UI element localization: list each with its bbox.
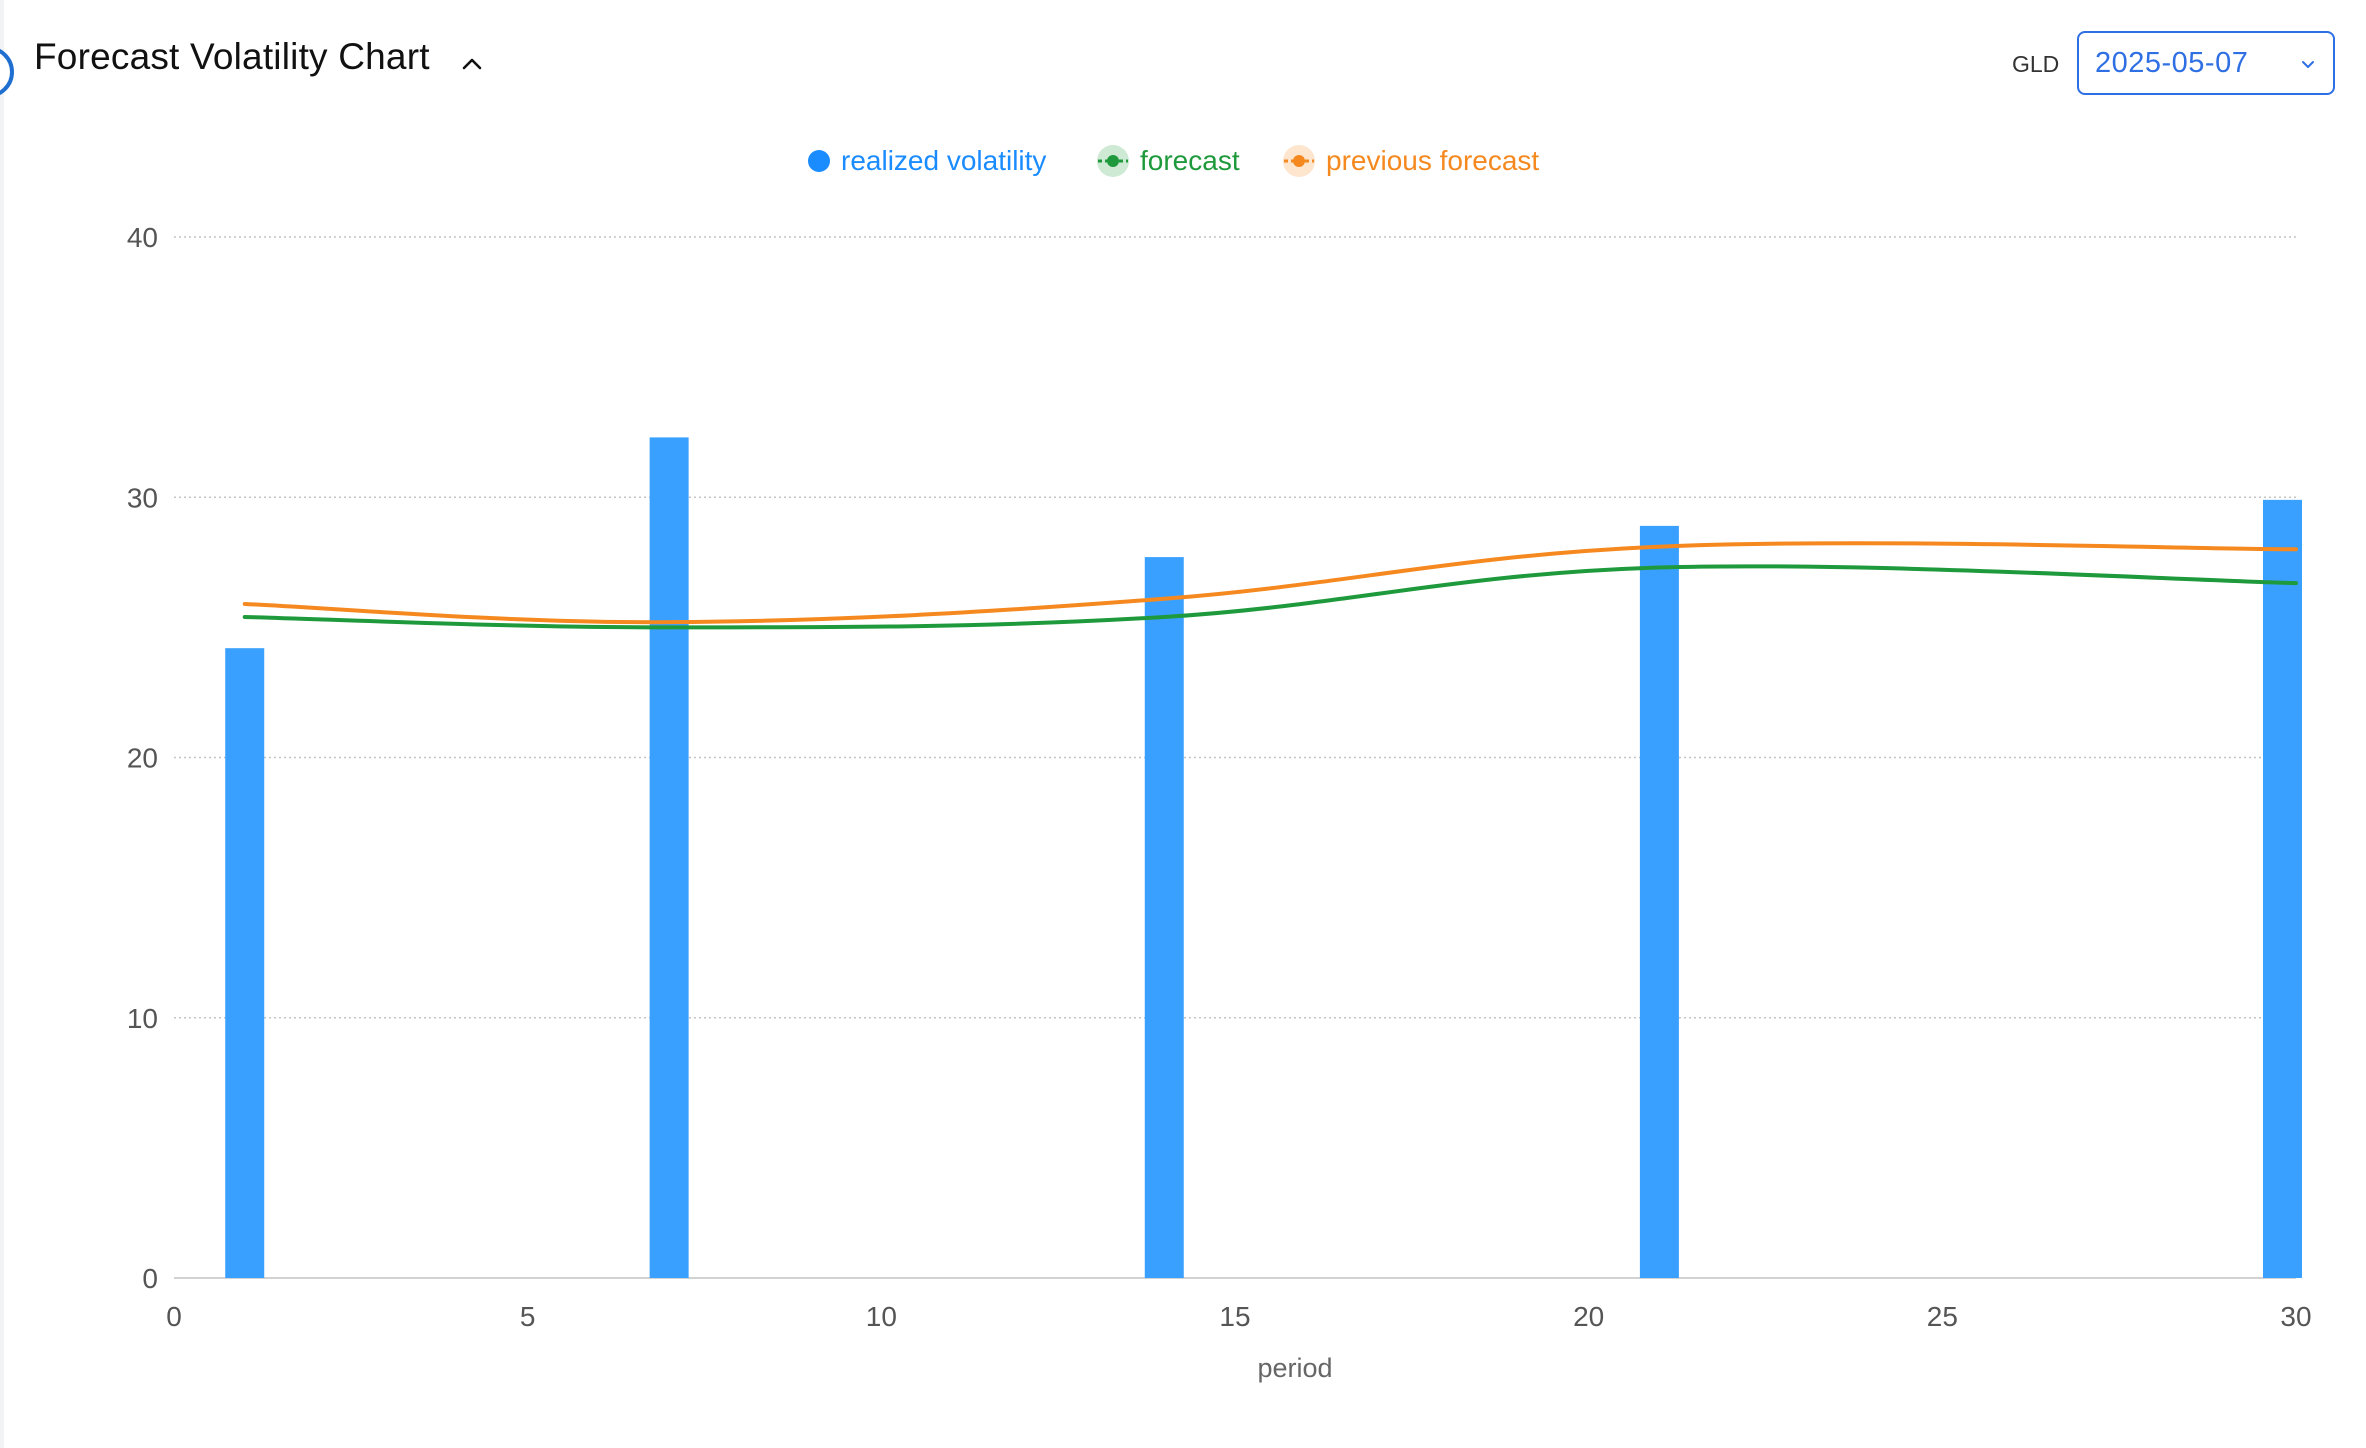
legend-line-dot-icon	[1097, 145, 1129, 177]
x-tick-label: 15	[1219, 1301, 1250, 1332]
legend-line-dot-icon	[1283, 145, 1315, 177]
chevron-up-icon	[462, 58, 482, 70]
legend-item-forecast[interactable]: forecast	[1096, 138, 1240, 184]
x-tick-label: 5	[520, 1301, 536, 1332]
x-tick-label: 20	[1573, 1301, 1604, 1332]
legend-item-previous-forecast[interactable]: previous forecast	[1282, 138, 1539, 184]
date-select-value: 2025-05-07	[2095, 47, 2249, 79]
legend-item-realized-volatility[interactable]: realized volatility	[807, 138, 1046, 184]
y-tick-label: 30	[127, 482, 158, 513]
x-tick-label: 0	[166, 1301, 182, 1332]
legend-label: realized volatility	[841, 145, 1047, 176]
previous-forecast-line	[242, 541, 2298, 625]
y-tick-label: 40	[127, 222, 158, 253]
realized-volatility-bar	[225, 648, 265, 1278]
realized-volatility-bar	[2263, 499, 2302, 1278]
legend-label: forecast	[1140, 145, 1240, 176]
y-tick-label: 0	[142, 1263, 158, 1294]
forecast-line	[242, 564, 2298, 630]
x-tick-label: 25	[1927, 1301, 1958, 1332]
y-tick-label: 20	[127, 743, 158, 774]
collapse-button[interactable]	[452, 44, 492, 84]
realized-volatility-bar	[1639, 525, 1679, 1278]
date-select[interactable]: 2025-05-07	[2077, 31, 2335, 95]
realized-volatility-bar	[649, 437, 689, 1279]
x-axis-title: period	[1257, 1353, 1332, 1383]
x-tick-label: 30	[2280, 1301, 2311, 1332]
page-title: Forecast Volatility Chart	[34, 36, 430, 77]
x-tick-label: 10	[866, 1301, 897, 1332]
chart-header: Forecast Volatility Chart GLD 2025-05-07	[0, 0, 2366, 130]
left-panel-edge	[0, 0, 4, 1448]
ticker-label: GLD	[2012, 51, 2060, 77]
realized-volatility-bar	[1144, 557, 1184, 1278]
legend-label: previous forecast	[1326, 145, 1540, 176]
chart-legend: realized volatility forecast previous fo…	[0, 138, 2366, 184]
chevron-down-icon	[2302, 61, 2314, 68]
legend-dot-icon	[808, 150, 830, 172]
y-tick-label: 10	[127, 1003, 158, 1034]
